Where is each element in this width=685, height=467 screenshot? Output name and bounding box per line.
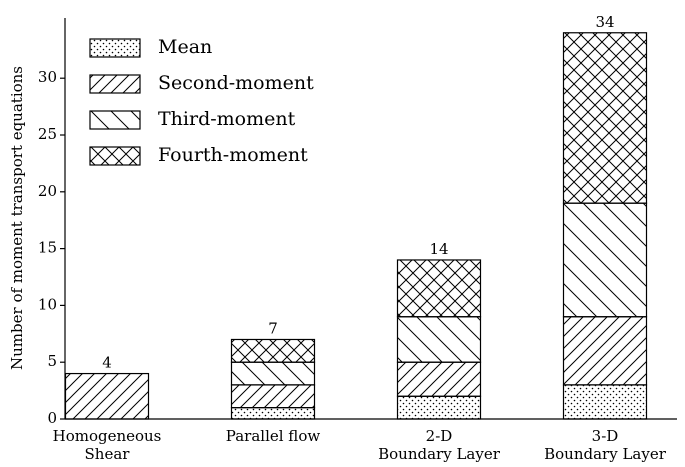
bar-segment	[562, 32, 648, 204]
total-label: 14	[429, 240, 448, 258]
bar-segment	[396, 361, 482, 397]
x-tick-label: Boundary Layer	[544, 445, 667, 463]
legend-label: Mean	[158, 36, 212, 58]
x-tick-label: Boundary Layer	[378, 445, 501, 463]
legend-swatch	[89, 146, 141, 166]
total-label: 34	[595, 13, 614, 31]
legend-swatch	[89, 38, 141, 58]
bar-segment	[230, 361, 316, 386]
bar-segment	[562, 316, 648, 386]
legend-label: Second-moment	[158, 72, 314, 94]
y-tick-label: 5	[47, 352, 57, 370]
bar-segment	[396, 316, 482, 363]
legend-swatch	[89, 74, 141, 94]
legend-label: Third-moment	[158, 108, 296, 130]
y-tick-label: 15	[38, 239, 57, 257]
y-tick-label: 0	[47, 409, 57, 427]
bar-segment	[230, 338, 316, 363]
total-label: 4	[102, 354, 112, 372]
bar-segment	[562, 202, 648, 318]
y-tick-label: 10	[38, 295, 57, 313]
x-tick-label: Homogeneous	[53, 427, 162, 445]
x-tick-label: 3-D	[592, 427, 619, 445]
legend-label: Fourth-moment	[158, 144, 308, 166]
bar-segment	[64, 372, 150, 420]
y-tick-label: 25	[38, 125, 57, 143]
x-tick-label: Shear	[85, 445, 131, 463]
bar-segment	[396, 259, 482, 318]
bar-segment	[230, 407, 316, 420]
total-label: 7	[268, 319, 278, 337]
legend-swatch	[89, 110, 141, 130]
x-tick-label: Parallel flow	[226, 427, 321, 445]
bar-segment	[396, 395, 482, 420]
x-tick-label: 2-D	[426, 427, 453, 445]
y-axis-label: Number of moment transport equations	[8, 66, 26, 370]
y-tick-label: 30	[38, 68, 57, 86]
y-tick-label: 20	[38, 182, 57, 200]
bar-segment	[562, 384, 648, 420]
bar-segment	[230, 384, 316, 409]
